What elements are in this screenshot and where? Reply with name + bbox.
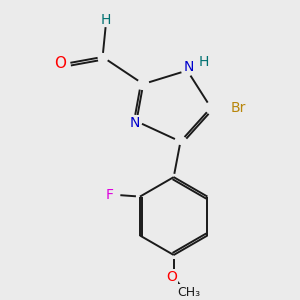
Text: N: N: [130, 116, 140, 130]
Text: N: N: [184, 60, 194, 74]
Text: H: H: [199, 55, 209, 69]
Text: CH₃: CH₃: [177, 286, 200, 299]
Text: H: H: [101, 13, 111, 27]
Text: O: O: [167, 270, 177, 284]
Text: Br: Br: [230, 101, 246, 115]
Text: F: F: [106, 188, 113, 202]
Text: O: O: [54, 56, 66, 71]
